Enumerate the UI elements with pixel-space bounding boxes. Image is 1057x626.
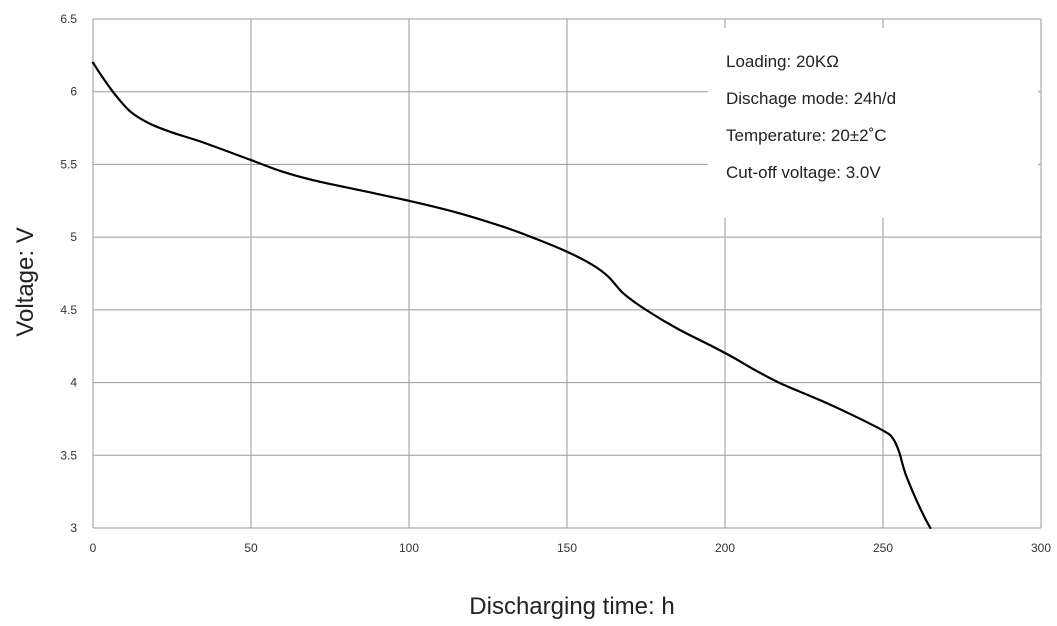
annotation-box bbox=[708, 28, 1038, 218]
x-tick-label: 150 bbox=[557, 541, 577, 555]
x-tick-label: 200 bbox=[715, 541, 735, 555]
y-tick-label: 4.5 bbox=[60, 303, 77, 317]
y-tick-label: 4 bbox=[70, 376, 77, 390]
series bbox=[91, 61, 932, 530]
x-axis-title: Discharging time: h bbox=[469, 593, 674, 620]
y-tick-label: 3.5 bbox=[60, 448, 77, 462]
y-tick-label: 5.5 bbox=[60, 157, 77, 171]
annotations: Loading: 20KΩ Dischage mode: 24h/d Tempera… bbox=[726, 52, 896, 182]
x-tick-label: 250 bbox=[873, 541, 893, 555]
annotation-line: Cut-off voltage: 3.0V bbox=[726, 163, 881, 182]
y-tick-label: 6.5 bbox=[60, 12, 77, 26]
y-tick-label: 3 bbox=[70, 521, 77, 535]
y-tick-label: 6 bbox=[70, 85, 77, 99]
x-tick-label: 100 bbox=[399, 541, 419, 555]
y-axis-title: Voltage: V bbox=[12, 227, 39, 336]
x-tick-label: 0 bbox=[90, 541, 97, 555]
annotation-line: Dischage mode: 24h/d bbox=[726, 89, 896, 108]
x-tick-label: 50 bbox=[244, 541, 258, 555]
series-line bbox=[91, 61, 932, 530]
annotation-line: Temperature: 20±2˚C bbox=[726, 126, 887, 145]
annotation-line: Loading: 20KΩ bbox=[726, 52, 839, 71]
x-tick-label: 300 bbox=[1031, 541, 1051, 555]
y-tick-label: 5 bbox=[70, 230, 77, 244]
tick-labels: 0 50 100 150 200 250 300 3 3.5 4 4.5 5 5.5 6 6.5 bbox=[60, 12, 1051, 555]
